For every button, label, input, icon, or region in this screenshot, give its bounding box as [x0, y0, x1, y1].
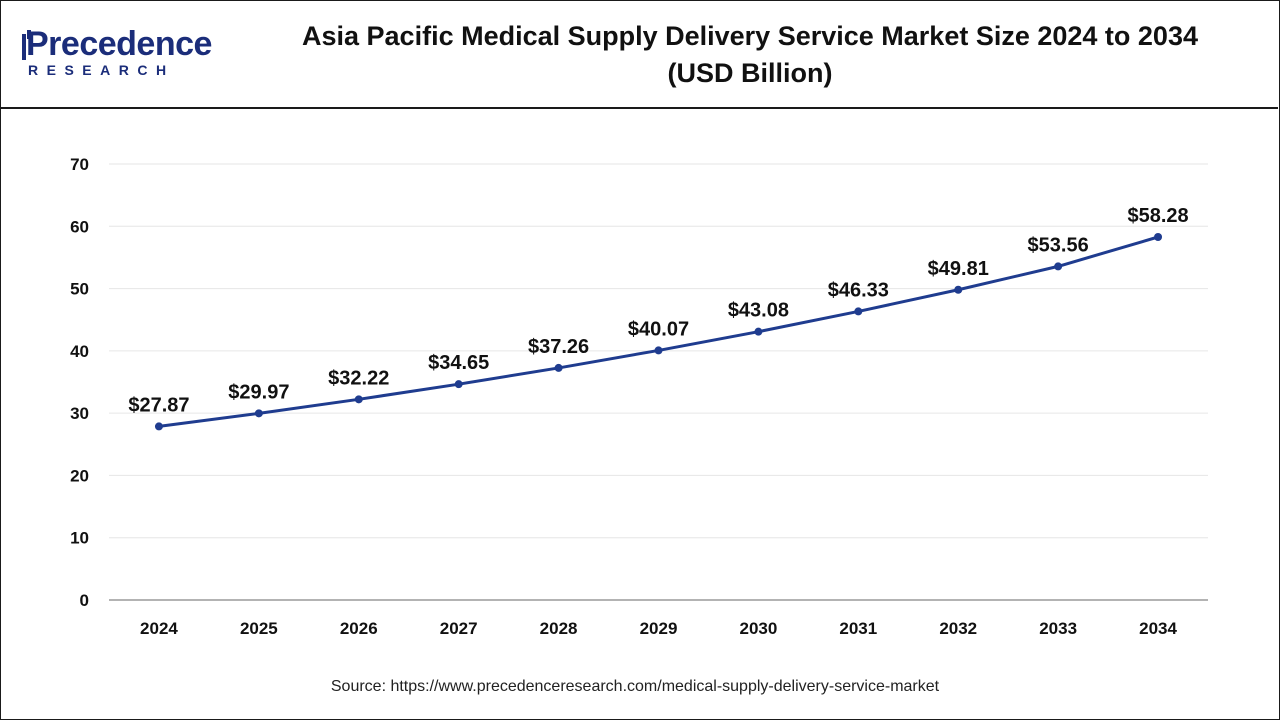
x-tick-label: 2030	[739, 619, 777, 638]
data-point	[1154, 232, 1163, 241]
x-tick-label: 2032	[939, 619, 977, 638]
data-label: $34.65	[428, 352, 489, 374]
data-label: $27.87	[128, 394, 189, 416]
y-tick-label: 60	[70, 217, 89, 236]
data-label: $46.33	[828, 279, 889, 301]
x-tick-label: 2034	[1139, 619, 1177, 638]
data-point	[654, 346, 663, 355]
x-tick-label: 2025	[240, 619, 278, 638]
logo-mark-icon	[22, 30, 31, 60]
data-label: $43.08	[728, 300, 789, 322]
y-tick-label: 70	[70, 155, 89, 174]
data-label: $37.26	[528, 336, 589, 358]
data-point	[1054, 262, 1063, 271]
data-point	[454, 380, 463, 389]
data-point	[354, 395, 363, 404]
header: Precedence RESEARCH Asia Pacific Medical…	[0, 0, 1278, 109]
x-tick-label: 2028	[540, 619, 578, 638]
x-tick-label: 2027	[440, 619, 478, 638]
data-label: $58.28	[1127, 205, 1188, 227]
source-note: Source: https://www.precedenceresearch.c…	[330, 678, 940, 695]
y-tick-label: 20	[70, 466, 89, 485]
x-tick-label: 2026	[340, 619, 378, 638]
logo-subtitle: RESEARCH	[28, 62, 175, 78]
data-point	[754, 327, 763, 336]
chart-title-line1: Asia Pacific Medical Supply Delivery Ser…	[302, 21, 1198, 51]
chart-title-line2: (USD Billion)	[667, 58, 833, 88]
data-label: $49.81	[928, 258, 989, 280]
data-label: $40.07	[628, 318, 689, 340]
y-tick-label: 0	[80, 591, 89, 610]
data-point	[154, 422, 163, 431]
precedence-research-logo: Precedence RESEARCH	[22, 25, 222, 84]
y-tick-label: 50	[70, 280, 89, 299]
data-point	[254, 409, 263, 418]
x-tick-label: 2031	[839, 619, 877, 638]
data-label: $29.97	[228, 381, 289, 403]
logo-wordmark: Precedence	[26, 25, 212, 63]
y-tick-label: 10	[70, 529, 89, 548]
data-point	[854, 307, 863, 316]
x-tick-label: 2029	[640, 619, 678, 638]
x-tick-label: 2024	[140, 619, 178, 638]
data-label: $32.22	[328, 367, 389, 389]
data-point	[554, 363, 563, 372]
x-tick-label: 2033	[1039, 619, 1077, 638]
data-label: $53.56	[1028, 234, 1089, 256]
y-tick-label: 40	[70, 342, 89, 361]
chart-title: Asia Pacific Medical Supply Delivery Ser…	[250, 18, 1250, 92]
data-point	[954, 285, 963, 294]
y-tick-label: 30	[70, 404, 89, 423]
